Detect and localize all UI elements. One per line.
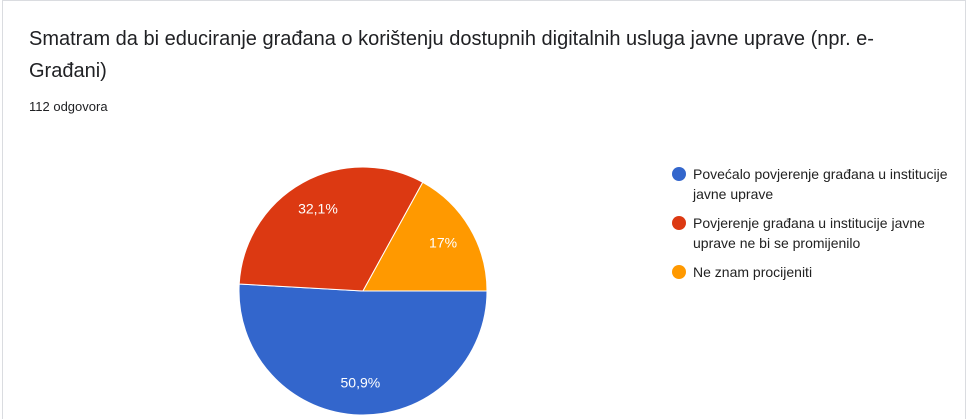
legend-swatch bbox=[672, 167, 686, 181]
legend-label: Ne znam procijeniti bbox=[693, 264, 813, 280]
legend-label: Povećalo povjerenje građana u institucij… bbox=[693, 166, 948, 202]
pie-chart: 50,9% 32,1% 17% bbox=[238, 166, 488, 416]
slice-label: 17% bbox=[429, 234, 457, 250]
legend-swatch bbox=[672, 265, 686, 279]
pie-slice bbox=[238, 166, 424, 292]
legend-entry: Povjerenje građana u institucije javne u… bbox=[669, 213, 959, 253]
legend-label: Povjerenje građana u institucije javne u… bbox=[693, 215, 925, 251]
legend-entry: Ne znam procijeniti bbox=[669, 262, 959, 282]
pie-slice bbox=[362, 181, 488, 292]
pie-slice bbox=[238, 283, 488, 416]
chart-title: Smatram da bi educiranje građana o koriš… bbox=[29, 28, 874, 82]
legend-swatch bbox=[672, 216, 686, 230]
response-count: 112 odgovora bbox=[29, 99, 108, 114]
slice-label: 50,9% bbox=[341, 375, 381, 391]
legend-entry: Povećalo povjerenje građana u institucij… bbox=[669, 164, 959, 204]
slice-label: 32,1% bbox=[298, 200, 338, 216]
legend: Povećalo povjerenje građana u institucij… bbox=[669, 164, 959, 291]
